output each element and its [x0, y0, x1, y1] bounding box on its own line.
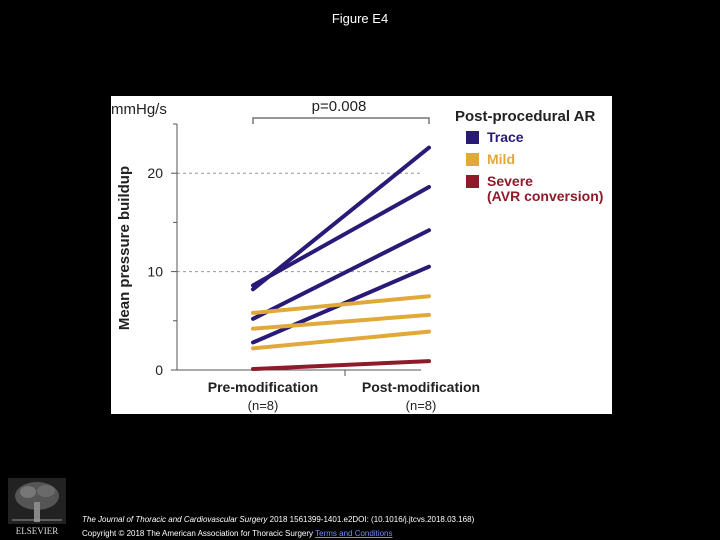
- legend-label: Severe: [487, 173, 533, 189]
- x-category-labels: Pre-modification (n=8) Post-modification (n…: [208, 370, 480, 413]
- chart-svg: mm​Hg/s Mean pressure buildup 0 10 20 Pre-…: [111, 98, 603, 413]
- legend-label: Mild: [487, 151, 515, 167]
- x-category-sublabel: (n=8): [406, 398, 437, 413]
- legend-swatch: [466, 175, 479, 188]
- y-tick-label: 20: [147, 165, 163, 181]
- elsevier-tree-logo: ELSEVIER: [8, 478, 66, 536]
- y-tick-label: 0: [155, 362, 163, 378]
- y-unit-label: mm​Hg/s: [111, 101, 167, 118]
- y-axis-label: Mean pressure buildup: [116, 166, 133, 330]
- legend-swatch: [466, 131, 479, 144]
- legend: Post-procedural AR Trace Mild Severe(AVR co…: [455, 108, 603, 204]
- series-line-trace: [251, 145, 431, 292]
- grid-layer: [173, 123, 421, 322]
- series-line-mild: [251, 312, 431, 331]
- series-layer: [251, 145, 431, 372]
- significance-bracket: [252, 117, 430, 124]
- legend-swatch: [466, 153, 479, 166]
- series-line-severe: [251, 359, 431, 372]
- x-category-label: Post-modification: [362, 379, 480, 395]
- citation-details: 2018 1561399-1401.e2DOI: (10.1016/j.jtcv…: [267, 515, 475, 524]
- terms-link[interactable]: Terms and Conditions: [315, 529, 393, 538]
- x-category-sublabel: (n=8): [248, 398, 279, 413]
- copyright-text: Copyright © 2018 The American Associatio…: [82, 529, 316, 538]
- y-ticks: 0 10 20: [147, 165, 177, 378]
- series-line-trace: [251, 228, 431, 321]
- figure-panel: mm​Hg/s Mean pressure buildup 0 10 20 Pre-…: [111, 96, 612, 414]
- legend-title: Post-procedural AR: [455, 108, 595, 125]
- series-line-mild: [251, 329, 431, 351]
- copyright-line: Copyright © 2018 The American Associatio…: [82, 529, 393, 538]
- slide-title: Figure E4: [331, 11, 389, 26]
- citation-line: The Journal of Thoracic and Cardiovascul…: [82, 515, 474, 524]
- p-value-annotation: p=0.008: [312, 98, 367, 115]
- series-line-mild: [251, 294, 431, 315]
- legend-label: (AVR conversion): [487, 188, 603, 204]
- citation-journal: The Journal of Thoracic and Cardiovascul…: [82, 515, 268, 524]
- y-tick-label: 10: [147, 264, 163, 280]
- series-line-trace: [251, 184, 431, 288]
- elsevier-wordmark: ELSEVIER: [16, 526, 59, 536]
- legend-label: Trace: [487, 129, 524, 145]
- x-category-label: Pre-modification: [208, 379, 318, 395]
